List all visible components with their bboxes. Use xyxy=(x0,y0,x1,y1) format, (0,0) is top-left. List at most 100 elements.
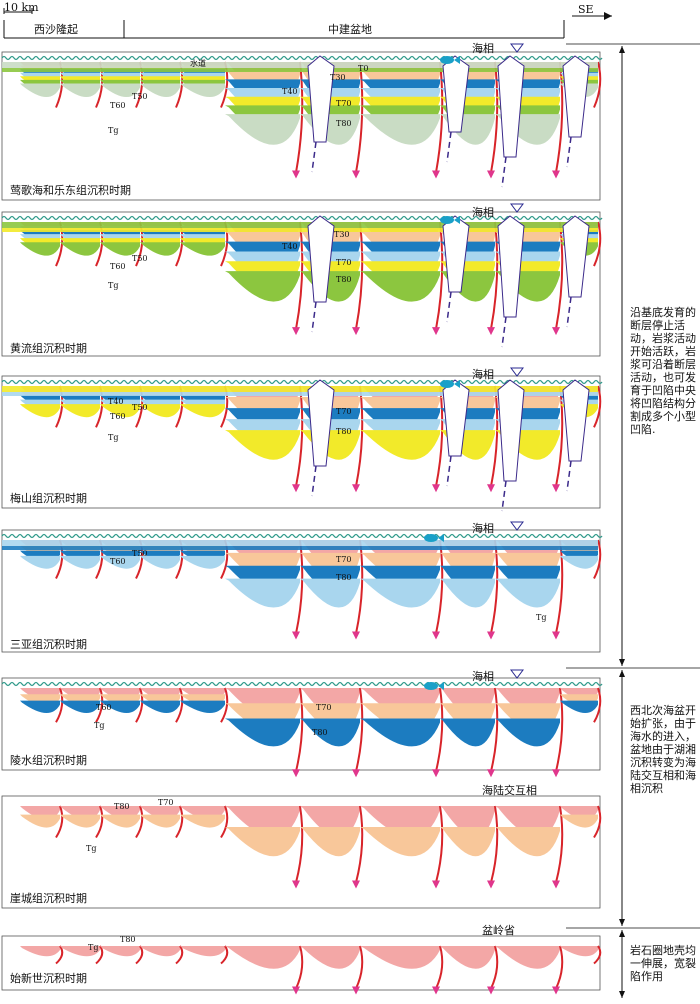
p4-t50: T50 xyxy=(132,549,148,558)
panel6-fault xyxy=(55,805,64,839)
panel1-fault xyxy=(490,61,499,173)
panel2-strata xyxy=(20,242,60,256)
panel3-magma-conduit xyxy=(311,465,317,497)
panel2-fault xyxy=(295,221,304,330)
panel1-fault-arrow xyxy=(352,170,360,179)
panel6-fault xyxy=(435,805,444,883)
panel1-magma-body xyxy=(442,55,470,133)
p5-tg: Tg xyxy=(94,721,105,730)
panel5-strata xyxy=(440,718,495,747)
panel3-fish-icon xyxy=(440,380,454,388)
p1-t60: T60 xyxy=(110,101,126,110)
panel4-fault-arrow xyxy=(552,631,560,640)
panel5-strata xyxy=(180,700,225,713)
panel4-strata xyxy=(560,555,598,569)
panel3-fault xyxy=(555,385,564,487)
panel6-strata xyxy=(560,814,598,828)
panel2-magma-conduit xyxy=(446,291,452,323)
panel6-strata xyxy=(20,814,60,828)
panel5-fault xyxy=(95,687,104,723)
panel3-cap-layer xyxy=(2,386,598,392)
panel1-magma-body xyxy=(562,55,590,138)
panel5-fault-arrow xyxy=(292,769,300,778)
panel3-cap-layer-2 xyxy=(2,392,598,396)
panel1-strata xyxy=(100,83,140,97)
panel4-strata xyxy=(100,555,140,569)
panel7-fault xyxy=(135,945,144,965)
panel1-magma-conduit xyxy=(446,131,452,163)
panel6-fault xyxy=(95,805,104,839)
panel6-fault xyxy=(355,805,364,883)
panel1-strata xyxy=(140,83,180,97)
panel4-cap-layer xyxy=(2,540,598,546)
panel2-magma-body xyxy=(442,215,470,293)
panel2-fault xyxy=(490,221,499,330)
panel4-strata xyxy=(140,555,180,569)
stage-arrow-middle-head-bottom xyxy=(619,919,625,926)
panel4-strata xyxy=(300,578,360,608)
panel4-fish-icon xyxy=(424,534,438,542)
panel1-sea-surface xyxy=(1,55,603,61)
panel7-strata xyxy=(495,946,560,969)
panel3-magma-conduit xyxy=(446,455,452,487)
panel1-sea-level-marker xyxy=(510,43,524,53)
panel7-strata xyxy=(60,946,100,957)
panel1-strata xyxy=(225,114,300,145)
panel2-strata xyxy=(180,242,225,256)
panel2-magma-conduit xyxy=(501,316,507,348)
panel3-magma-body xyxy=(307,379,335,467)
panel1-fault-arrow xyxy=(552,170,560,179)
panel1-magma-body xyxy=(307,55,335,143)
panel4-fault xyxy=(593,539,602,579)
panel3-sea-level-marker xyxy=(510,367,524,377)
panel3-strata xyxy=(140,404,180,418)
panel4-strata xyxy=(225,578,300,608)
panel7-fault xyxy=(555,945,564,989)
panel7-fault xyxy=(355,945,364,989)
panel3-sea-surface xyxy=(1,379,603,385)
panel7-fault xyxy=(175,945,184,965)
p3-t60: T60 xyxy=(110,412,126,421)
scale-label: 10 km xyxy=(4,1,39,14)
panel5-fault xyxy=(135,687,144,723)
panel3-caption: 梅山组沉积时期 xyxy=(10,492,87,505)
p1-t80: T80 xyxy=(336,119,352,128)
panel2-fault-arrow xyxy=(487,327,495,336)
panel5-fault-arrow xyxy=(487,769,495,778)
panel5-sea-surface xyxy=(1,681,603,687)
p7-t80: T80 xyxy=(120,935,136,944)
panel1-strata xyxy=(360,114,440,145)
stage-arrow-late-head-bottom xyxy=(619,659,625,666)
panel4-caption: 三亚组沉积时期 xyxy=(10,638,87,651)
panel4-sea-surface xyxy=(1,533,603,539)
p7-tg: Tg xyxy=(88,943,99,952)
panel3-magma-body xyxy=(562,379,590,462)
panel2-sea-level-marker xyxy=(510,203,524,213)
panel6-fault xyxy=(555,805,564,883)
panel7-fault-arrow xyxy=(552,986,560,995)
p2-t30: T30 xyxy=(334,230,350,239)
panel3-fault xyxy=(435,385,444,487)
panel1-env: 海相 xyxy=(472,42,494,55)
panel1-cap-layer-2 xyxy=(2,68,598,72)
p5-t60: T60 xyxy=(96,703,112,712)
p2-t80: T80 xyxy=(336,275,352,284)
panel1-strata xyxy=(180,83,225,97)
panel3-magma-conduit xyxy=(566,460,572,492)
panel2-magma-conduit xyxy=(566,296,572,328)
panel2-strata xyxy=(140,242,180,256)
panel3-fault xyxy=(295,385,304,487)
panel1-fault xyxy=(593,61,602,108)
panel1-strata xyxy=(20,83,60,97)
panel4-strata xyxy=(180,555,225,569)
p5-t80: T80 xyxy=(312,728,328,737)
panel3-fault xyxy=(593,385,602,428)
panel5-strata xyxy=(100,700,140,713)
panel7-strata xyxy=(360,946,440,969)
p2-t60: T60 xyxy=(110,262,126,271)
panel1-cap-layer xyxy=(2,62,598,68)
panel7-fault xyxy=(435,945,444,989)
panel6-fault xyxy=(593,805,602,839)
uplift-label: 西沙隆起 xyxy=(34,23,78,36)
